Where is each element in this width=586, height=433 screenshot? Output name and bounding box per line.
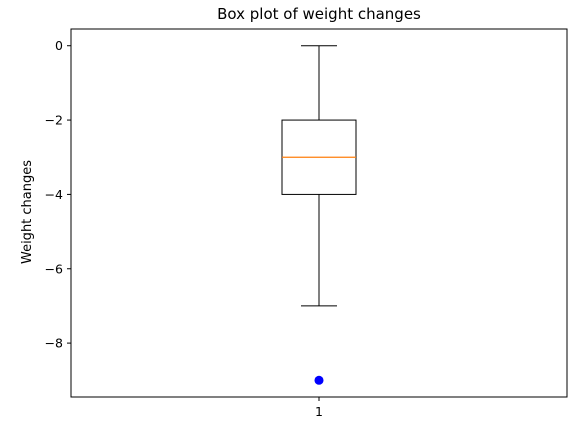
y-tick-label: 0 <box>55 38 63 53</box>
y-tick-label: −2 <box>45 113 63 128</box>
y-tick-label: −6 <box>45 261 63 276</box>
x-tick-label: 1 <box>315 404 323 419</box>
outlier-point <box>314 375 324 385</box>
chart-title: Box plot of weight changes <box>217 5 421 23</box>
y-tick-label: −8 <box>45 336 63 351</box>
y-tick-label: −4 <box>45 187 63 202</box>
plot-area: 0 −2 −4 −6 −8 1 <box>45 28 568 419</box>
y-axis-label: Weight changes <box>20 160 35 264</box>
